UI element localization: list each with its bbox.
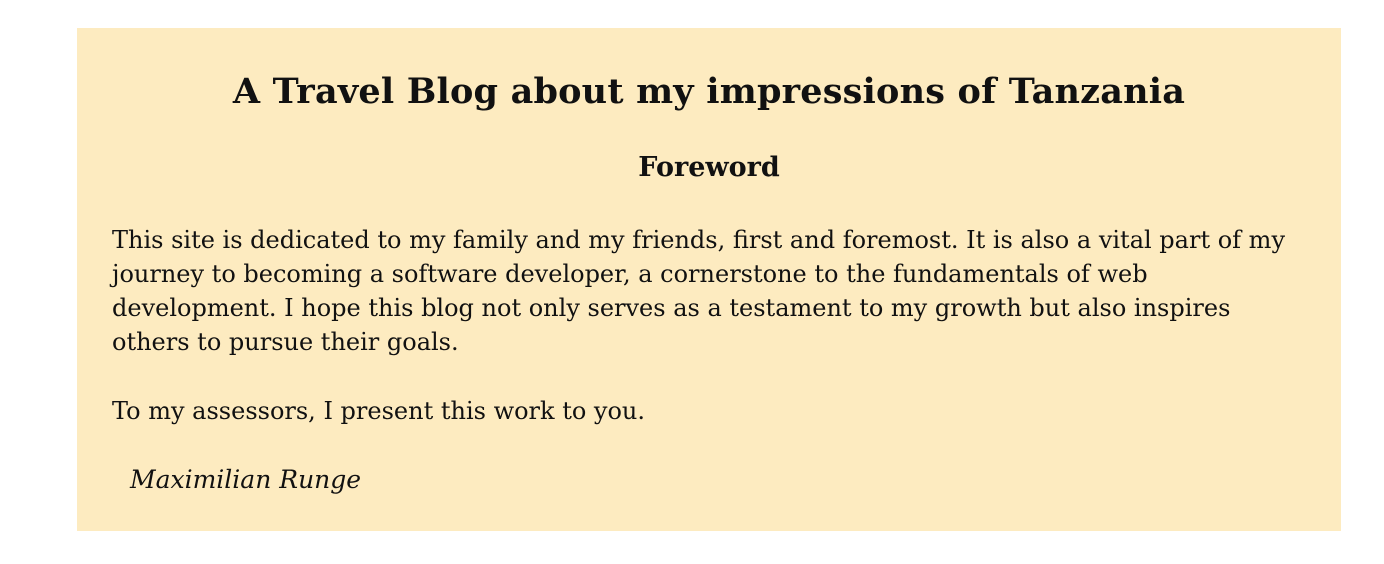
page-title: A Travel Blog about my impressions of Ta… (232, 71, 1186, 112)
foreword-panel: A Travel Blog about my impressions of Ta… (77, 28, 1341, 531)
foreword-paragraph-assessors: To my assessors, I present this work to … (112, 397, 646, 425)
foreword-heading: Foreword (638, 152, 780, 183)
foreword-paragraph-dedication: This site is dedicated to my family and … (112, 226, 1285, 356)
author-signature: Maximilian Runge (130, 465, 362, 494)
